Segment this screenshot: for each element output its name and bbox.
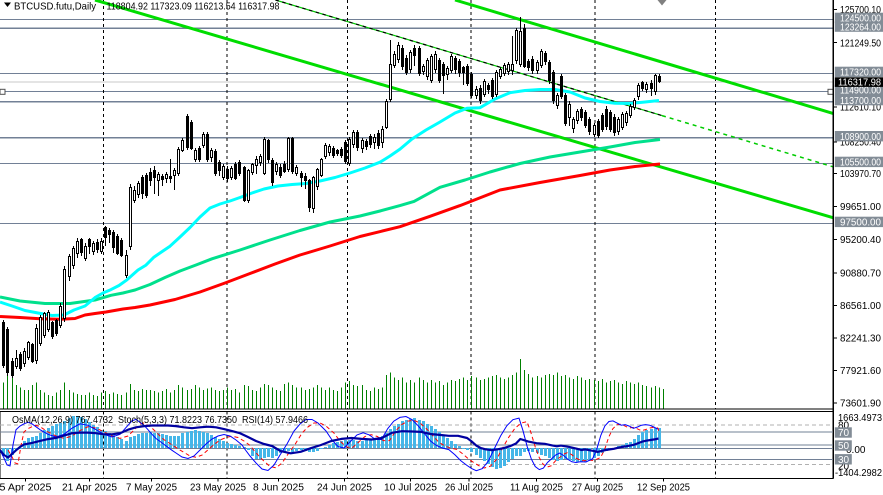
svg-text:116317.98: 116317.98 — [838, 78, 881, 89]
svg-text:77921.60: 77921.60 — [840, 366, 881, 377]
svg-text:26 Jul 2025: 26 Jul 2025 — [445, 483, 493, 494]
svg-text:86561.00: 86561.00 — [840, 301, 881, 312]
svg-text:21 Apr 2025: 21 Apr 2025 — [62, 483, 117, 494]
svg-text:108900.00: 108900.00 — [840, 132, 881, 143]
svg-text:112610.10: 112610.10 — [840, 103, 881, 114]
svg-text:12 Sep 2025: 12 Sep 2025 — [637, 483, 690, 494]
svg-text:118804.92 117323.09 116213.54: 118804.92 117323.09 116213.54 116317.98 — [107, 1, 280, 13]
svg-text:108250.40: 108250.40 — [840, 138, 881, 149]
svg-text:24 Jun 2025: 24 Jun 2025 — [317, 483, 372, 494]
svg-text:11 Aug 2025: 11 Aug 2025 — [510, 483, 563, 494]
svg-text:30: 30 — [838, 455, 850, 466]
svg-text:BTCUSD.futu,Daily: BTCUSD.futu,Daily — [14, 1, 97, 13]
svg-text:113700.00: 113700.00 — [840, 96, 881, 107]
svg-text:7 May 2025: 7 May 2025 — [126, 483, 177, 494]
svg-text:105500.00: 105500.00 — [840, 158, 881, 169]
svg-text:20: 20 — [838, 461, 850, 472]
svg-text:97500.00: 97500.00 — [840, 218, 881, 229]
svg-text:82241.30: 82241.30 — [840, 334, 881, 345]
svg-text:73601.90: 73601.90 — [840, 399, 881, 410]
svg-text:125700.10: 125700.10 — [840, 5, 881, 16]
svg-text:23 May 2025: 23 May 2025 — [190, 483, 246, 494]
svg-text:5 Apr 2025: 5 Apr 2025 — [0, 483, 52, 494]
svg-text:1663.4973: 1663.4973 — [838, 413, 882, 424]
svg-text:-1404.2982: -1404.2982 — [835, 468, 882, 479]
svg-text:123264.00: 123264.00 — [840, 22, 881, 33]
svg-text:124500.00: 124500.00 — [840, 14, 881, 25]
svg-text:95200.40: 95200.40 — [840, 235, 881, 246]
svg-text:0.00: 0.00 — [846, 445, 866, 456]
svg-text:103970.70: 103970.70 — [840, 169, 881, 180]
svg-text:8 Jun 2025: 8 Jun 2025 — [253, 483, 304, 494]
svg-text:50: 50 — [838, 441, 850, 452]
svg-text:99651.00: 99651.00 — [840, 202, 881, 213]
svg-text:27 Aug 2025: 27 Aug 2025 — [572, 483, 623, 494]
svg-text:70: 70 — [838, 428, 850, 439]
svg-text:90880.70: 90880.70 — [840, 269, 881, 280]
svg-text:121249.50: 121249.50 — [840, 38, 881, 49]
svg-text:117320.00: 117320.00 — [840, 68, 881, 79]
svg-text:OsMA(12,26,9) 767.4732 Stoch(: OsMA(12,26,9) 767.4732 Stoch(5,3,3) 71.8… — [12, 414, 308, 426]
svg-text:10 Jul 2025: 10 Jul 2025 — [384, 483, 437, 494]
svg-text:114900.00: 114900.00 — [840, 86, 881, 97]
svg-text:80: 80 — [838, 421, 850, 432]
